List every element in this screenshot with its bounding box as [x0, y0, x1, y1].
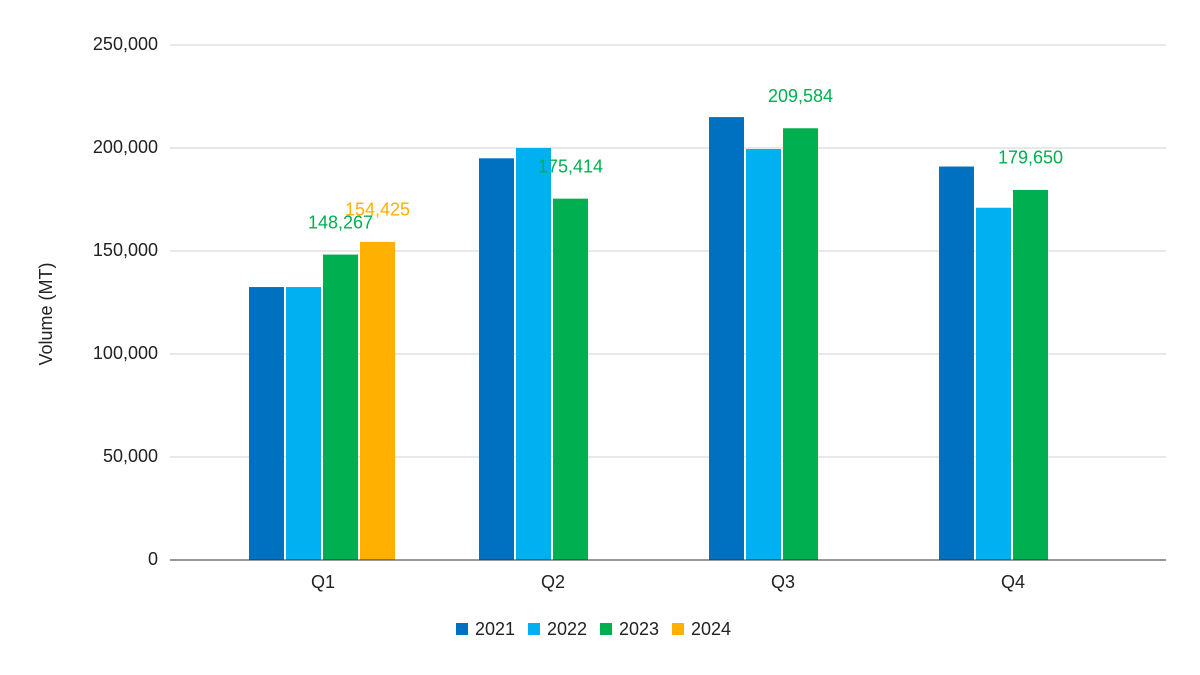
legend-label: 2024: [691, 619, 731, 639]
y-axis-title: Volume (MT): [36, 262, 56, 365]
bar: [746, 149, 781, 560]
bar: [1013, 189, 1048, 560]
bar: [323, 254, 358, 560]
y-tick-label: 150,000: [93, 240, 158, 260]
y-tick-label: 50,000: [103, 446, 158, 466]
x-tick-label: Q2: [541, 572, 565, 592]
legend-swatch: [672, 623, 684, 635]
data-label: 154,425: [345, 200, 410, 220]
data-label: 179,650: [998, 148, 1063, 168]
legend-swatch: [600, 623, 612, 635]
y-tick-label: 100,000: [93, 343, 158, 363]
bar: [516, 148, 551, 560]
x-tick-label: Q4: [1001, 572, 1025, 592]
legend-label: 2022: [547, 619, 587, 639]
bar: [976, 207, 1011, 561]
data-label: 175,414: [538, 156, 603, 176]
bar: [939, 166, 974, 561]
data-label: 148,267: [308, 212, 373, 232]
y-tick-label: 250,000: [93, 34, 158, 54]
bar: [783, 128, 818, 560]
bar: [709, 117, 744, 560]
bar: [249, 287, 284, 560]
x-tick-label: Q1: [311, 572, 335, 592]
bar: [553, 198, 588, 560]
y-tick-label: 0: [148, 549, 158, 569]
legend-swatch: [456, 623, 468, 635]
bar: [286, 287, 321, 560]
bar: [479, 158, 514, 561]
y-tick-label: 200,000: [93, 137, 158, 157]
legend-label: 2023: [619, 619, 659, 639]
data-label: 209,584: [768, 86, 833, 106]
bar: [360, 241, 395, 560]
x-tick-label: Q3: [771, 572, 795, 592]
legend-swatch: [528, 623, 540, 635]
legend-label: 2021: [475, 619, 515, 639]
